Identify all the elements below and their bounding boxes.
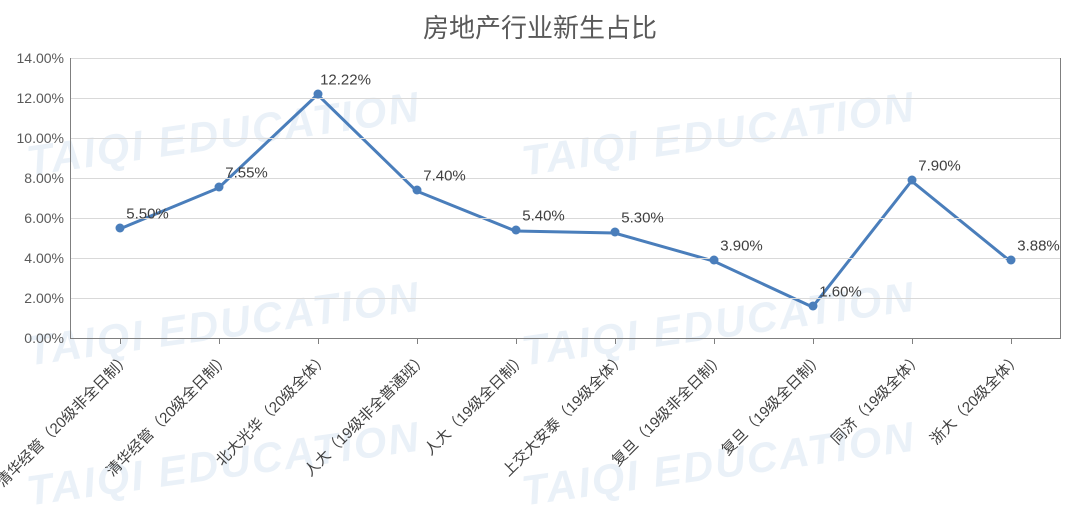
data-marker (214, 183, 223, 192)
y-tick-label: 10.00% (0, 130, 64, 146)
y-tick-label: 12.00% (0, 90, 64, 106)
x-tick-mark (120, 338, 121, 344)
grid-line (70, 138, 1060, 139)
data-label: 3.88% (1017, 238, 1060, 255)
grid-line (70, 98, 1060, 99)
line-series (70, 59, 1060, 339)
x-tick-mark (615, 338, 616, 344)
x-tick-mark (1011, 338, 1012, 344)
data-marker (808, 302, 817, 311)
data-marker (709, 256, 718, 265)
data-label: 5.50% (126, 206, 169, 223)
y-tick-label: 6.00% (0, 210, 64, 226)
data-label: 5.40% (522, 208, 565, 225)
grid-line (70, 258, 1060, 259)
data-marker (115, 224, 124, 233)
data-marker (313, 89, 322, 98)
chart-container: TAIQI EDUCATION TAIQI EDUCATION TAIQI ED… (0, 0, 1080, 510)
grid-line (70, 58, 1060, 59)
grid-line (70, 218, 1060, 219)
data-label: 3.90% (720, 238, 763, 255)
y-tick-label: 4.00% (0, 250, 64, 266)
data-marker (1006, 256, 1015, 265)
x-tick-mark (318, 338, 319, 344)
data-marker (511, 226, 520, 235)
y-tick-label: 2.00% (0, 290, 64, 306)
chart-title: 房地产行业新生占比 (0, 8, 1080, 45)
plot-area (70, 58, 1061, 339)
x-tick-label: 人大（19级全日制） (419, 348, 531, 460)
data-label: 5.30% (621, 210, 664, 227)
y-tick-label: 14.00% (0, 50, 64, 66)
data-marker (610, 228, 619, 237)
x-tick-label: 浙大（20级全体） (924, 348, 1025, 449)
data-label: 7.90% (918, 158, 961, 175)
x-tick-mark (714, 338, 715, 344)
x-tick-mark (912, 338, 913, 344)
x-tick-label: 同济（19级全体） (825, 348, 926, 449)
y-axis-line (70, 58, 71, 338)
y-tick-label: 8.00% (0, 170, 64, 186)
data-marker (412, 186, 421, 195)
data-marker (907, 176, 916, 185)
x-tick-mark (516, 338, 517, 344)
x-tick-mark (417, 338, 418, 344)
data-label: 1.60% (819, 284, 862, 301)
grid-line (70, 298, 1060, 299)
y-tick-label: 0.00% (0, 330, 64, 346)
data-label: 12.22% (320, 71, 371, 88)
data-label: 7.40% (423, 168, 466, 185)
data-label: 7.55% (225, 165, 268, 182)
series-line (120, 95, 1011, 307)
x-tick-label: 复旦（19级全日制） (716, 348, 828, 460)
x-tick-mark (219, 338, 220, 344)
x-tick-mark (813, 338, 814, 344)
